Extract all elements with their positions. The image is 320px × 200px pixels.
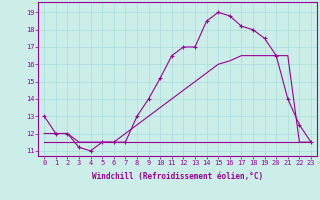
X-axis label: Windchill (Refroidissement éolien,°C): Windchill (Refroidissement éolien,°C) — [92, 172, 263, 181]
